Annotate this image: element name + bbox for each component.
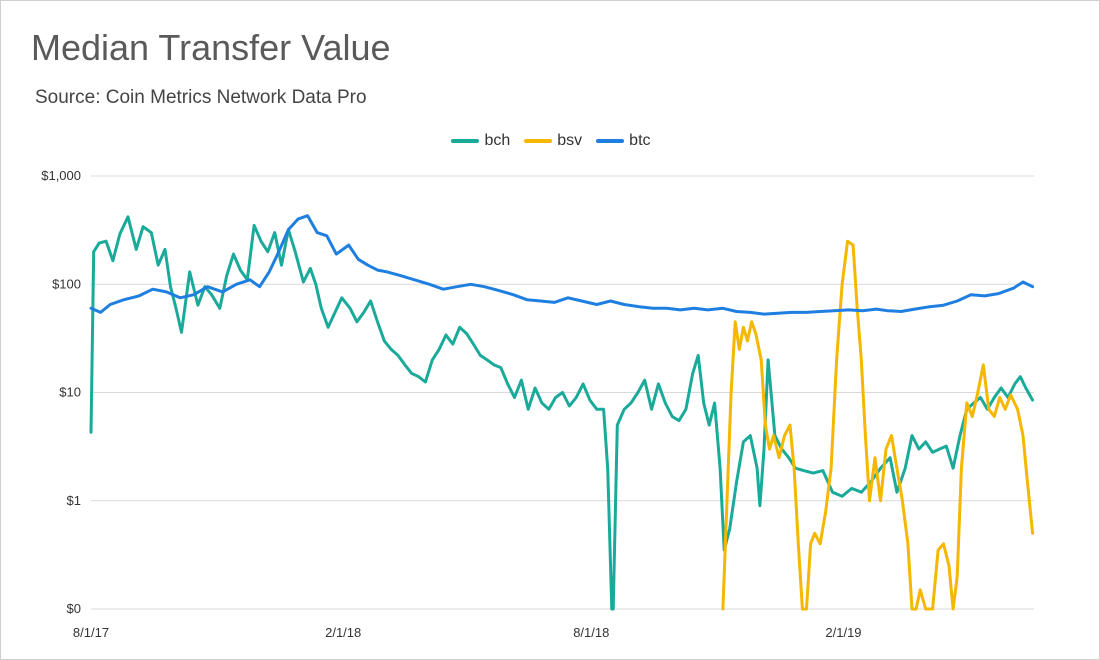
y-tick-label: $0 bbox=[67, 601, 81, 616]
x-tick-label: 8/1/17 bbox=[73, 625, 109, 640]
legend-item-bsv: bsv bbox=[524, 132, 582, 150]
legend-label: btc bbox=[629, 132, 651, 149]
chart-subtitle: Source: Coin Metrics Network Data Pro bbox=[35, 87, 367, 108]
legend-swatch-bsv bbox=[524, 139, 553, 143]
series-line-bch bbox=[89, 215, 1035, 611]
series-line-btc bbox=[89, 214, 1035, 316]
y-axis-ticks: $0 $1 $10 $100 $1,000 bbox=[41, 168, 81, 616]
chart-legend: bch bsv btc bbox=[1, 129, 1100, 153]
series-lines bbox=[89, 214, 1035, 611]
x-tick-label: 2/1/18 bbox=[325, 625, 361, 640]
y-tick-label: $1,000 bbox=[41, 168, 81, 183]
legend-swatch-btc bbox=[596, 139, 625, 143]
x-tick-label: 2/1/19 bbox=[825, 625, 861, 640]
legend-label: bsv bbox=[557, 132, 583, 149]
x-tick-label: 8/1/18 bbox=[573, 625, 609, 640]
legend-label: bch bbox=[484, 132, 511, 149]
chart-title: Median Transfer Value bbox=[31, 27, 391, 68]
legend-swatch-bch bbox=[451, 139, 480, 143]
legend-item-btc: btc bbox=[596, 132, 651, 150]
y-tick-label: $100 bbox=[52, 276, 81, 291]
y-tick-label: $10 bbox=[59, 385, 81, 400]
series-line-bsv bbox=[721, 239, 1035, 611]
legend-item-bch: bch bbox=[451, 132, 510, 150]
x-axis-ticks: 8/1/17 2/1/18 8/1/18 2/1/19 bbox=[73, 625, 862, 640]
y-tick-label: $1 bbox=[67, 493, 81, 508]
